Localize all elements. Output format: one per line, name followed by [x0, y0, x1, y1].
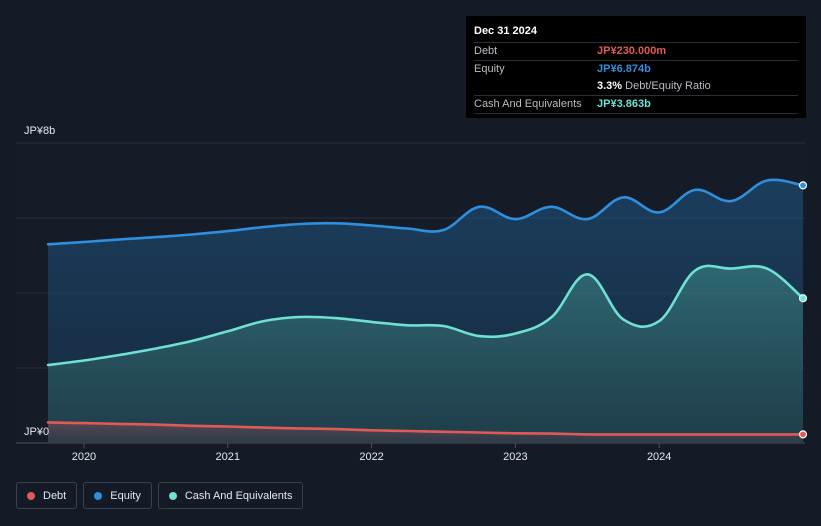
tooltip-ratio-value: 3.3% — [597, 80, 623, 92]
tooltip-debt-row: Debt JP¥230.000m — [474, 42, 798, 60]
debt-dot-icon — [27, 491, 35, 500]
tooltip-cash-value: JP¥3.863b — [597, 98, 651, 110]
cash-end-point — [798, 294, 808, 303]
y-tick-label: JP¥0 — [24, 426, 49, 438]
legend-label-equity: Equity — [110, 489, 141, 502]
tooltip-debt-label: Debt — [474, 45, 498, 57]
tooltip-date: Dec 31 2024 — [474, 25, 537, 37]
tooltip-cash-row: Cash And Equivalents JP¥3.863b — [474, 95, 798, 114]
tooltip-panel: Dec 31 2024 Debt JP¥230.000m Equity JP¥6… — [466, 16, 806, 118]
tooltip-cash-label: Cash And Equivalents — [474, 98, 582, 110]
debt-line — [46, 421, 805, 436]
legend-label-debt: Debt — [43, 489, 67, 502]
tooltip-equity-label: Equity — [474, 63, 505, 75]
legend-item-cash[interactable]: Cash And Equivalents — [157, 482, 304, 509]
y-tick-label: JP¥8b — [24, 125, 55, 137]
legend-label-cash: Cash And Equivalents — [184, 489, 293, 502]
tooltip-ratio-row: 3.3% Debt/Equity Ratio — [474, 78, 798, 95]
tooltip-equity-row: Equity JP¥6.874b — [474, 60, 798, 78]
tooltip-debt-value: JP¥230.000m — [597, 45, 667, 57]
x-tick-label: 2022 — [359, 451, 383, 463]
x-tick-label: 2024 — [647, 451, 671, 463]
x-tick-label: 2020 — [72, 451, 96, 463]
tooltip-equity-value: JP¥6.874b — [597, 63, 651, 75]
equity-end-point — [798, 181, 808, 190]
equity-line — [46, 178, 805, 246]
debt-end-point — [798, 430, 808, 439]
legend-item-debt[interactable]: Debt — [16, 482, 78, 509]
legend-item-equity[interactable]: Equity — [83, 482, 152, 509]
equity-dot-icon — [94, 491, 103, 500]
cash-line — [46, 264, 805, 367]
x-tick-label: 2021 — [216, 451, 240, 463]
tooltip-ratio-label: Debt/Equity Ratio — [625, 80, 711, 92]
chart-legend: Debt Equity Cash And Equivalents — [16, 482, 304, 509]
cash-dot-icon — [168, 491, 177, 500]
x-tick-label: 2023 — [503, 451, 527, 463]
